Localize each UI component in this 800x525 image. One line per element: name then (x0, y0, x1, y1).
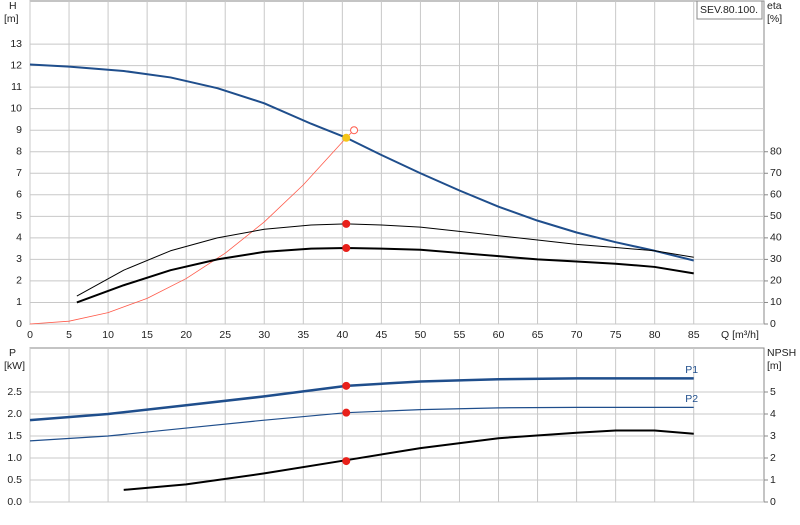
y-axis-label: H (9, 0, 17, 12)
x-tick-label: 35 (297, 329, 309, 341)
y2-tick-label: 20 (770, 275, 782, 287)
y-tick-label: 2.5 (7, 386, 22, 398)
y-tick-label: 2 (16, 275, 22, 287)
duty-point (342, 408, 351, 417)
duty-point (342, 133, 351, 142)
x-tick-label: 50 (415, 329, 427, 341)
duty-point (350, 126, 359, 135)
y-tick-label: 0 (16, 318, 22, 330)
duty-point (342, 457, 351, 466)
y2-tick-label: 40 (770, 232, 782, 244)
y2-tick-label: 5 (770, 386, 776, 398)
y-tick-label: 0.0 (7, 496, 22, 508)
y2-tick-label: 3 (770, 430, 776, 442)
curve (29, 63, 694, 262)
x-tick-label: 10 (102, 329, 114, 341)
y-tick-label: 4 (16, 232, 22, 244)
x-tick-label: 80 (649, 329, 661, 341)
y-axis-label: P (9, 347, 16, 359)
y-tick-label: 12 (10, 59, 22, 71)
y2-axis-label: eta (767, 0, 782, 12)
y2-tick-label: 10 (770, 296, 782, 308)
x-tick-label: 20 (180, 329, 192, 341)
y-tick-label: 1 (16, 296, 22, 308)
y-tick-label: 10 (10, 102, 22, 114)
y-tick-label: 1.0 (7, 452, 22, 464)
x-tick-label: 70 (571, 329, 583, 341)
y2-tick-label: 30 (770, 253, 782, 265)
x-tick-label: 30 (258, 329, 270, 341)
y-tick-label: 1.5 (7, 430, 22, 442)
duty-point (342, 243, 351, 252)
x-tick-label: 25 (219, 329, 231, 341)
curve-label: P1 (685, 364, 698, 376)
title-box (696, 0, 763, 20)
x-tick-label: 5 (66, 329, 72, 341)
curve-label: P2 (685, 393, 698, 405)
y2-tick-label: 70 (770, 167, 782, 179)
curve (76, 223, 694, 297)
y2-tick-label: 50 (770, 210, 782, 222)
x-tick-label: 55 (454, 329, 466, 341)
x-tick-label: 60 (493, 329, 505, 341)
y-axis-unit: [m] (4, 13, 19, 25)
y-tick-label: 2.0 (7, 408, 22, 420)
y2-tick-label: 0 (770, 318, 776, 330)
x-tick-label: 0 (27, 329, 33, 341)
y-axis-unit: [kW] (4, 360, 25, 372)
duty-point (342, 381, 351, 390)
x-tick-label: 40 (336, 329, 348, 341)
x-tick-label: 85 (688, 329, 700, 341)
y-tick-label: 3 (16, 253, 22, 265)
y-tick-label: 11 (11, 81, 22, 93)
plot-area (29, 347, 765, 503)
curve (76, 246, 694, 304)
y-tick-label: 6 (16, 189, 22, 201)
y-tick-label: 7 (16, 167, 22, 179)
x-tick-label: 75 (610, 329, 622, 341)
y2-tick-label: 80 (770, 146, 782, 158)
y-tick-label: 5 (16, 210, 22, 222)
duty-point (342, 219, 351, 228)
y-tick-label: 8 (16, 146, 22, 158)
y2-tick-label: 4 (770, 408, 776, 420)
y-tick-label: 0.5 (7, 474, 22, 486)
y-tick-label: 13 (10, 38, 22, 50)
curve (123, 429, 694, 491)
x-tick-label: 45 (376, 329, 388, 341)
x-tick-label: 15 (141, 329, 153, 341)
curve (29, 129, 355, 325)
x-tick-label: 65 (532, 329, 544, 341)
y2-tick-label: 0 (770, 496, 776, 508)
y2-axis-label: NPSH (767, 347, 796, 359)
chart-title: SEV.80.100. (700, 4, 758, 16)
y2-tick-label: 2 (770, 452, 776, 464)
y-tick-label: 9 (16, 124, 22, 136)
y2-tick-label: 1 (770, 474, 776, 486)
x-axis-label: Q [m³/h] (721, 329, 759, 341)
y2-axis-unit: [m] (767, 360, 782, 372)
y2-tick-label: 60 (770, 189, 782, 201)
y2-axis-unit: [%] (767, 13, 782, 25)
